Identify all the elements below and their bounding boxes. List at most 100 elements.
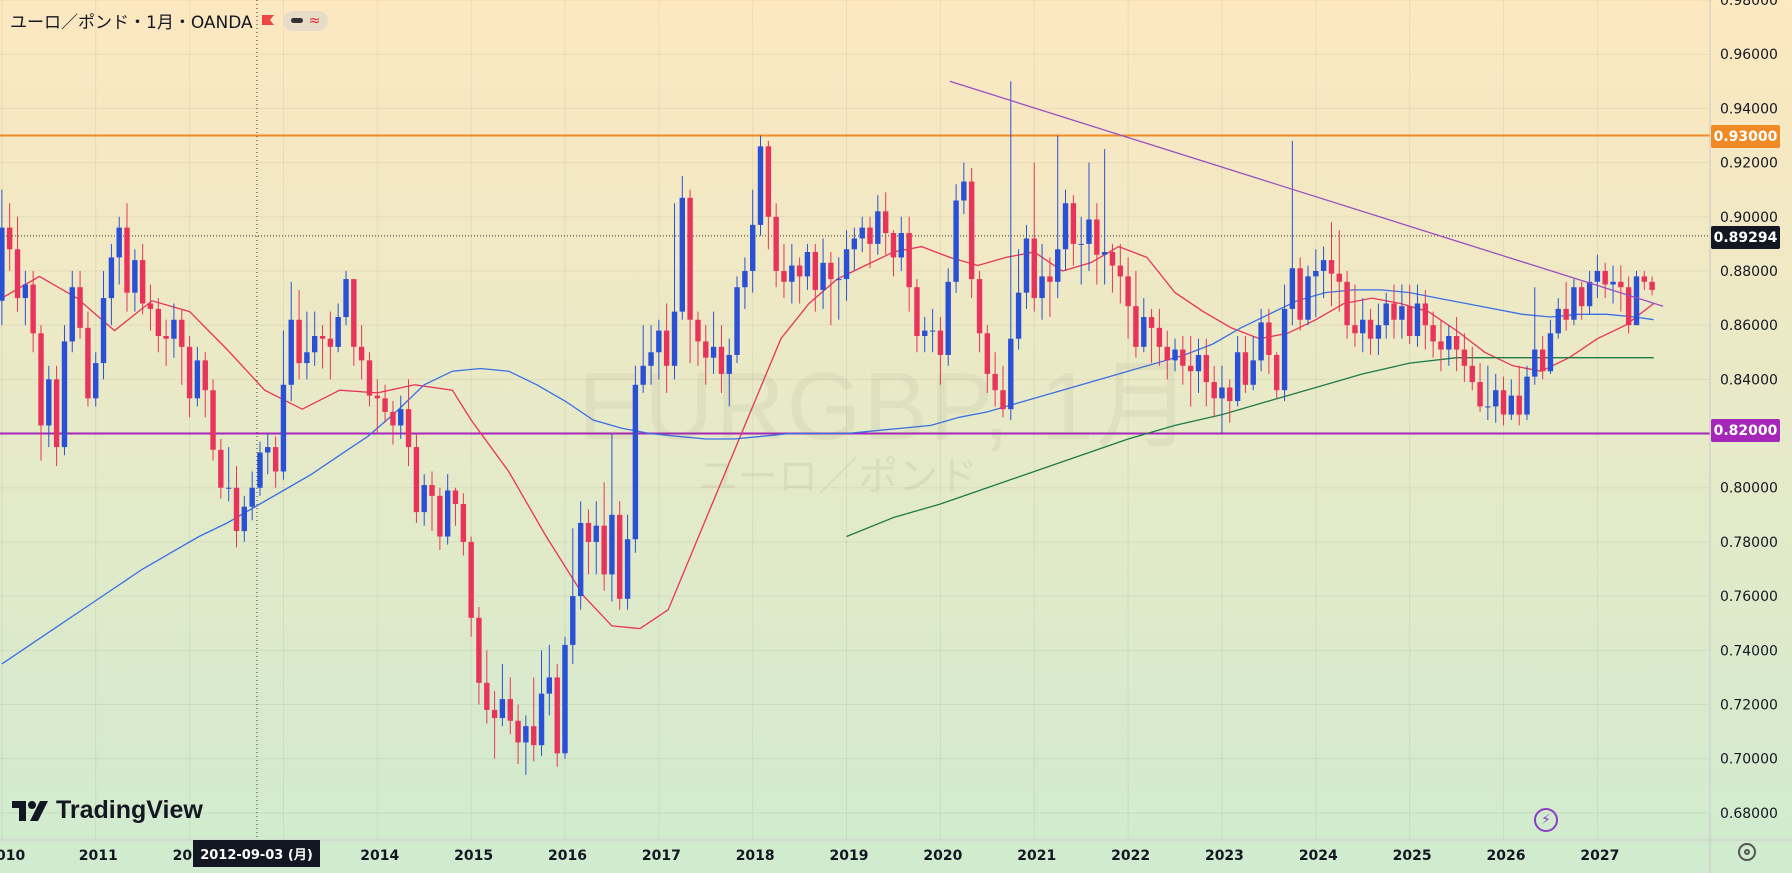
candle-body [38, 333, 44, 426]
x-tick-label: 2025 [1393, 848, 1432, 864]
candle-body [491, 709, 498, 719]
candle-body [1383, 303, 1389, 326]
candle-body [890, 233, 897, 258]
y-tick-label: 0.80000 [1720, 481, 1778, 497]
candle-body [687, 197, 693, 320]
candle-body [601, 525, 607, 575]
candle-body [624, 539, 631, 599]
y-tick-label: 0.88000 [1720, 264, 1778, 280]
candle-body [100, 298, 107, 364]
candle-body [671, 311, 678, 366]
candle-body [358, 346, 365, 361]
approx-icon[interactable]: ≈ [308, 12, 321, 29]
candle-body [1297, 268, 1303, 320]
candle-body [1547, 333, 1554, 372]
candle-body [523, 726, 529, 743]
candle-body [734, 287, 740, 355]
candle-body [1062, 203, 1069, 250]
candle-body [945, 281, 951, 355]
x-tick-label: 20 [173, 848, 193, 864]
candle-body [836, 279, 842, 281]
x-tick-label: 010 [0, 848, 25, 864]
candle-body [1469, 365, 1475, 383]
candle-body [546, 677, 553, 694]
x-tick-label: 2026 [1487, 848, 1526, 864]
candle-body [773, 216, 779, 271]
candle-body [233, 487, 240, 532]
candle-body [577, 522, 584, 597]
candle-body [1227, 387, 1233, 402]
candle-body [992, 373, 998, 391]
candle-body [695, 319, 701, 342]
candle-body [22, 284, 29, 299]
candle-body [1172, 349, 1178, 361]
candle-body [937, 330, 944, 355]
candle-body [882, 211, 889, 234]
candle-body [828, 262, 834, 280]
settings-icon[interactable] [1738, 843, 1756, 861]
x-tick-label: 2011 [79, 848, 118, 864]
candle-body [1141, 317, 1147, 347]
x-tick-label: 2022 [1111, 848, 1150, 864]
legend-toggle-pill[interactable]: ≈ [282, 10, 329, 31]
candle-body [69, 287, 75, 342]
trendline-group [949, 80, 1664, 307]
candle-body [124, 227, 130, 293]
candle-body [30, 284, 36, 334]
tv-logo-icon [12, 800, 48, 821]
candle-body [296, 319, 302, 364]
candle-body [617, 514, 623, 599]
candle-body [1258, 322, 1264, 361]
flag-icon[interactable] [261, 14, 275, 28]
candle-body [390, 411, 396, 426]
candle-body [1641, 276, 1648, 282]
candle-body [1305, 276, 1311, 320]
candle-body [820, 262, 826, 290]
price-tag-0820[interactable]: 0.82000 [1711, 419, 1780, 442]
candle-body [796, 265, 803, 277]
candle-body [1266, 322, 1272, 355]
candle-body [429, 485, 435, 496]
candle-body [1594, 270, 1601, 282]
candle-body [1336, 273, 1342, 282]
candle-body [726, 354, 732, 374]
minus-icon[interactable] [290, 18, 303, 23]
x-tick-label: 2014 [360, 848, 399, 864]
candle-body [953, 200, 959, 282]
candle-body [421, 485, 427, 513]
candle-body [1133, 306, 1139, 347]
candle-body [1406, 306, 1413, 336]
candle-body [585, 522, 592, 542]
candle-body [1055, 249, 1061, 282]
candle-body [781, 270, 787, 282]
candle-body [1023, 238, 1030, 293]
candle-body [1234, 352, 1241, 402]
candle-body [1313, 270, 1319, 277]
trendline [949, 80, 1664, 307]
candle-body [257, 452, 263, 488]
candle-body [1453, 336, 1460, 350]
candle-body [1579, 287, 1585, 307]
candle-body [272, 447, 279, 472]
candle-body [202, 360, 208, 391]
y-tick-label: 0.98000 [1720, 0, 1778, 9]
candle-body [265, 447, 271, 453]
candle-body [1438, 341, 1444, 350]
candle-body [757, 146, 764, 225]
y-tick-label: 0.72000 [1720, 698, 1778, 714]
price-tag-0930[interactable]: 0.93000 [1711, 125, 1780, 148]
tradingview-logo: TradingView [12, 796, 203, 825]
candle-body [1414, 303, 1421, 336]
candle-body [679, 197, 686, 312]
candle-body [914, 287, 920, 336]
candle-body [1078, 243, 1084, 245]
candle-body [226, 487, 232, 489]
lightning-icon[interactable]: ⚡ [1534, 808, 1558, 832]
y-tick-label: 0.96000 [1720, 47, 1778, 63]
candles [0, 81, 1655, 775]
candle-body [1633, 276, 1640, 326]
candle-body [632, 384, 639, 540]
y-tick-label: 0.70000 [1720, 752, 1778, 768]
candle-body [859, 227, 865, 239]
